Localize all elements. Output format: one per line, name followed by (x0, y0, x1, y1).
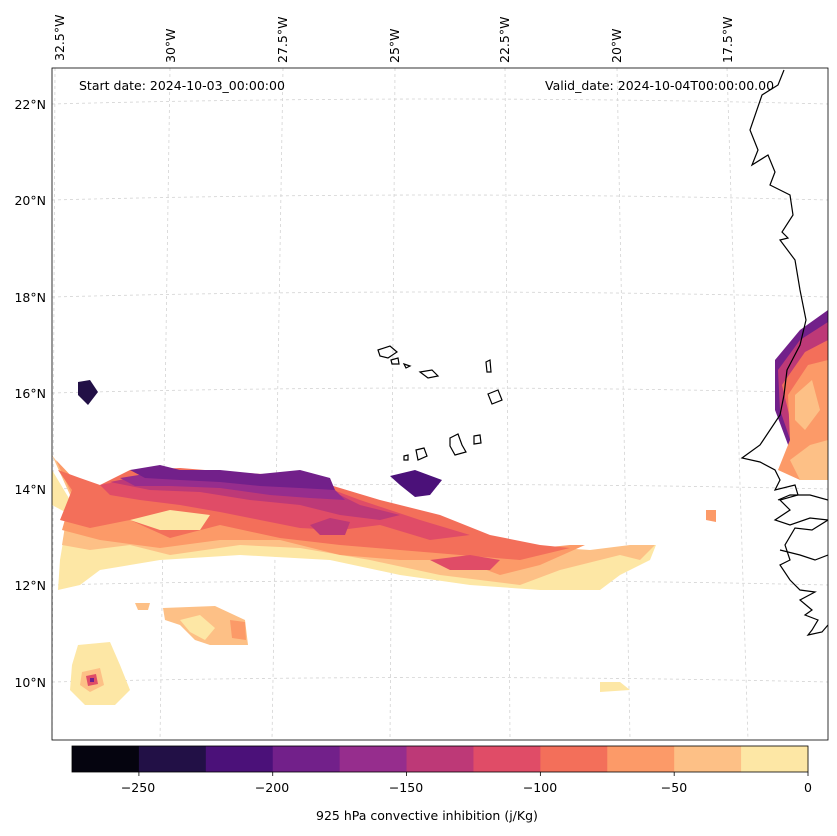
lon-label-32-5w: 32.5°W (52, 14, 67, 61)
colorbar-frame (71, 745, 809, 773)
colorbar-swatch (540, 746, 608, 772)
lon-label-30w: 30°W (163, 28, 178, 63)
colorbar-swatch (205, 746, 274, 772)
coastline-gambia (777, 494, 828, 501)
colorbar-tick-label: −100 (522, 780, 558, 795)
lat-label-18n: 18°N (14, 290, 46, 305)
lat-label-20n: 20°N (14, 193, 46, 208)
coastline-guinea (779, 549, 828, 561)
cin-blob-capeverde (390, 470, 442, 497)
gridlines (52, 68, 828, 740)
cin-contour-9 (430, 555, 500, 570)
colorbar-swatch (674, 746, 742, 772)
colorbar-swatch (473, 746, 541, 772)
colorbar-title: 925 hPa convective inhibition (j/Kg) (316, 808, 538, 823)
cin-blob-east-10n (600, 682, 630, 692)
cin-blob-16n (78, 380, 98, 405)
cin-contour-10 (130, 510, 210, 530)
lon-label-27-5w: 27.5°W (275, 16, 290, 63)
lon-label-22-5w: 22.5°W (497, 16, 512, 63)
valid-date-label: Valid_date: 2024-10-04T00:00:00.00 (545, 78, 775, 93)
lon-label-20w: 20°W (609, 28, 624, 63)
cin-contour-8 (310, 518, 350, 535)
colorbar-tick-label: −150 (388, 780, 424, 795)
cin-blob-east-13n (706, 510, 716, 522)
lat-label-14n: 14°N (14, 482, 46, 497)
cin-blob-10n (70, 642, 130, 705)
colorbar (71, 745, 809, 776)
lat-label-16n: 16°N (14, 386, 46, 401)
lon-label-25w: 25°W (387, 28, 402, 63)
colorbar-tick-label: 0 (804, 780, 812, 795)
lon-label-17-5w: 17.5°W (720, 16, 735, 63)
colorbar-swatch (72, 746, 140, 772)
colorbar-swatch (138, 746, 207, 772)
lat-label-12n: 12°N (14, 578, 46, 593)
colorbar-swatch (339, 746, 408, 772)
colorbar-tick-label: −200 (254, 780, 290, 795)
lat-label-10n: 10°N (14, 675, 46, 690)
plot-frame (51, 67, 829, 741)
colorbar-swatch (741, 746, 809, 772)
colorbar-tick-label: −50 (660, 780, 688, 795)
colorbar-swatch (272, 746, 341, 772)
cape-verde-islands (377, 345, 503, 461)
lat-label-22n: 22°N (14, 97, 46, 112)
cin-band (52, 455, 656, 590)
colorbar-swatch (607, 746, 675, 772)
colorbar-tick-label: −250 (120, 780, 156, 795)
colorbar-swatch (406, 746, 474, 772)
cin-blob-coast (775, 310, 828, 480)
coastline-africa (740, 69, 828, 636)
cin-contour-7 (130, 465, 335, 490)
cin-blob-south (135, 603, 248, 645)
start-date-label: Start date: 2024-10-03_00:00:00 (79, 78, 285, 93)
